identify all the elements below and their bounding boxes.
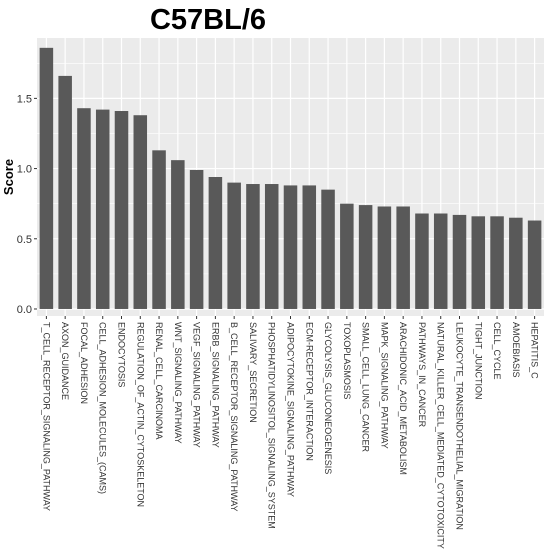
x-tick-label: TIGHT_JUNCTION — [473, 322, 483, 400]
bar — [264, 184, 279, 309]
x-tick-label: ADIPOCYTOKINE_SIGNALING_PATHWAY — [286, 322, 296, 497]
y-tick-label: 1.0 — [17, 164, 32, 176]
x-tick-label: AMOEBIASIS — [511, 322, 521, 378]
bar — [358, 205, 373, 309]
bar — [527, 220, 542, 309]
x-tick-label: MAPK_SIGNALING_PATHWAY — [379, 322, 389, 449]
x-tick-label: TOXOPLASMOSIS — [342, 322, 352, 399]
chart-title: C57BL/6 — [149, 4, 267, 36]
bar — [152, 150, 166, 309]
bar — [340, 203, 354, 309]
x-tick-label: SALIVARY_SECRETION — [248, 322, 258, 423]
bar — [321, 189, 335, 309]
bar — [490, 216, 504, 309]
bar — [302, 185, 317, 309]
y-axis-label: Score — [1, 159, 16, 195]
x-tick-label: VEGF_SIGNALING_PATHWAY — [192, 322, 202, 448]
x-tick-label: WNT_SIGNALING_PATHWAY — [173, 322, 183, 444]
x-tick-label: ECM-RECEPTOR_INTERACTION — [304, 322, 314, 461]
bar — [246, 184, 260, 309]
bar — [171, 160, 185, 309]
bar — [433, 213, 448, 309]
bar — [133, 115, 148, 309]
x-tick-label: SMALL_CELL_LUNG_CANCER — [361, 322, 371, 453]
x-tick-label: ARACHIDONIC_ACID_METABOLISM — [398, 322, 408, 475]
bar — [95, 109, 110, 309]
x-tick-label: HEPATITIS_C — [530, 322, 540, 379]
x-tick-label: T_CELL_RECEPTOR_SIGNALING_PATHWAY — [41, 322, 51, 511]
bar — [471, 216, 486, 309]
x-tick-label: CELL_CYCLE — [492, 322, 502, 380]
x-tick-label: FOCAL_ADHESION — [79, 322, 89, 404]
bars — [39, 47, 542, 309]
y-tick-label: 0.0 — [17, 304, 32, 316]
bar — [396, 206, 410, 309]
x-tick-label: LEUKOCYTE_TRANSENDOTHELIAL_MIGRATION — [455, 322, 465, 530]
bar — [377, 206, 392, 309]
y-tick-label: 0.5 — [17, 234, 32, 246]
x-tick-label: CELL_ADHESION_MOLECULES_(CAMS) — [98, 322, 108, 494]
bar — [283, 185, 298, 309]
bar — [58, 75, 72, 309]
bar — [114, 111, 129, 309]
bar — [509, 217, 523, 309]
x-tick-label: ENDOCYTOSIS — [117, 322, 127, 387]
x-axis: T_CELL_RECEPTOR_SIGNALING_PATHWAY AXON_GU… — [41, 316, 540, 549]
x-tick-label: B_CELL_RECEPTOR_SIGNALING_PATHWAY — [229, 322, 239, 512]
bar — [39, 47, 54, 309]
x-tick-label: PATHWAYS_IN_CANCER — [417, 322, 427, 428]
y-axis: 0.0 0.5 1.0 1.5 — [17, 93, 37, 316]
x-tick-label: ERBB_SIGNALING_PATHWAY — [210, 322, 220, 448]
bar — [452, 214, 467, 309]
x-tick-label: REGULATION_OF_ACTIN_CYTOSKELETON — [135, 322, 145, 507]
bar — [227, 182, 241, 309]
x-tick-label: PHOSPHATIDYLINOSITOL_SIGNALING_SYSTEM — [267, 322, 277, 529]
x-tick-label: NATURAL_KILLER_CELL_MEDIATED_CYTOTOXICIT… — [436, 322, 446, 549]
bar — [208, 177, 223, 309]
x-tick-label: GLYCOLYSIS_GLUCONEOGENESIS — [323, 322, 333, 474]
y-tick-label: 1.5 — [17, 93, 32, 105]
bar — [415, 213, 429, 309]
bar — [189, 169, 204, 309]
x-tick-label: RENAL_CELL_CARCINOMA — [154, 322, 164, 440]
x-tick-label: AXON_GUIDANCE — [60, 322, 70, 400]
bar — [77, 108, 91, 309]
